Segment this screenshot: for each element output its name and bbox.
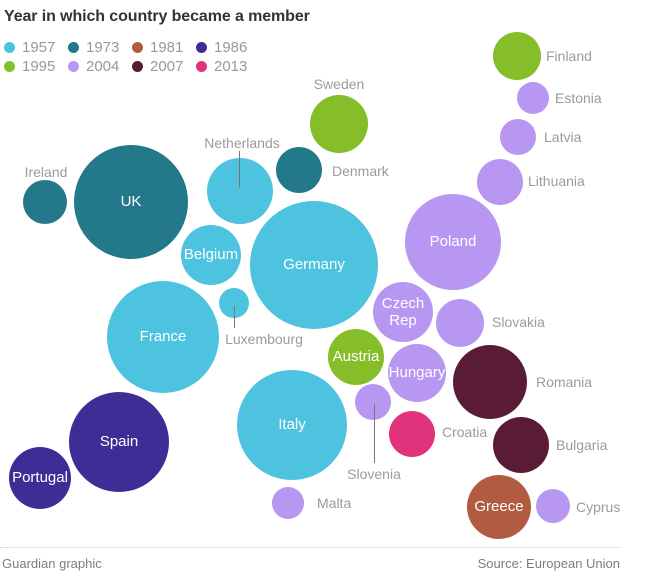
- bubble-label-spain: Spain: [99, 433, 139, 451]
- legend-item-1957: 1957: [4, 40, 68, 55]
- country-label-netherlands: Netherlands: [204, 135, 280, 151]
- bubble-greece: Greece: [467, 475, 531, 539]
- country-label-lithuania: Lithuania: [528, 173, 585, 189]
- legend-swatch-1995: [4, 61, 15, 72]
- bubble-label-belgium: Belgium: [183, 246, 239, 264]
- country-label-slovenia: Slovenia: [347, 466, 401, 482]
- bubble-label-czech-rep: Czech Rep: [381, 294, 425, 329]
- country-label-latvia: Latvia: [544, 129, 582, 145]
- bubble-denmark: [276, 147, 322, 193]
- bubble-lithuania: [477, 159, 523, 205]
- bubble-estonia: [517, 82, 549, 114]
- legend-swatch-2004: [68, 61, 79, 72]
- bubble-malta: [272, 487, 304, 519]
- legend-year-label: 1986: [214, 39, 248, 56]
- bubble-germany: Germany: [250, 201, 378, 329]
- country-label-denmark: Denmark: [332, 163, 389, 179]
- leader-line-luxembourg: [234, 306, 235, 328]
- country-label-sweden: Sweden: [313, 76, 365, 92]
- legend-year-label: 2013: [214, 58, 248, 75]
- bubble-label-germany: Germany: [283, 256, 345, 274]
- bubble-spain: Spain: [69, 392, 169, 492]
- bubble-czech-rep: Czech Rep: [373, 282, 433, 342]
- bubble-croatia: [389, 411, 435, 457]
- bubble-latvia: [500, 119, 536, 155]
- country-label-ireland: Ireland: [24, 164, 68, 180]
- bubble-netherlands: [207, 158, 273, 224]
- legend-item-2004: 2004: [68, 59, 132, 74]
- legend-swatch-2013: [196, 61, 207, 72]
- legend-year-label: 2007: [150, 58, 184, 75]
- legend-year-label: 1981: [150, 39, 184, 56]
- legend-swatch-1957: [4, 42, 15, 53]
- bubble-slovenia: [355, 384, 391, 420]
- legend-item-1986: 1986: [196, 40, 260, 55]
- country-label-estonia: Estonia: [555, 90, 602, 106]
- legend: 1957 1973 1981 1986 1995 2004 2007 2013: [4, 40, 276, 74]
- country-label-cyprus: Cyprus: [576, 499, 621, 515]
- bubble-portugal: Portugal: [9, 447, 71, 509]
- leader-line-slovenia: [374, 404, 375, 463]
- bubble-belgium: Belgium: [181, 225, 241, 285]
- legend-year-label: 1957: [22, 39, 56, 56]
- credit-text: Guardian graphic: [2, 556, 102, 571]
- bubble-hungary: Hungary: [388, 344, 446, 402]
- bubble-label-poland: Poland: [429, 233, 477, 251]
- bubble-finland: [493, 32, 541, 80]
- legend-year-label: 1995: [22, 58, 56, 75]
- bubble-ireland: [23, 180, 67, 224]
- bubble-label-greece: Greece: [474, 498, 524, 516]
- legend-item-1973: 1973: [68, 40, 132, 55]
- bubble-poland: Poland: [405, 194, 501, 290]
- bubble-label-france: France: [139, 328, 187, 346]
- legend-item-2013: 2013: [196, 59, 260, 74]
- legend-swatch-1973: [68, 42, 79, 53]
- country-label-slovakia: Slovakia: [492, 314, 545, 330]
- legend-year-label: 2004: [86, 58, 120, 75]
- bubble-label-hungary: Hungary: [388, 364, 446, 382]
- legend-swatch-1986: [196, 42, 207, 53]
- bubble-bulgaria: [493, 417, 549, 473]
- legend-swatch-2007: [132, 61, 143, 72]
- country-label-malta: Malta: [317, 495, 352, 511]
- bubble-cyprus: [536, 489, 570, 523]
- leader-line-netherlands: [239, 151, 240, 188]
- bubble-uk: UK: [74, 145, 188, 259]
- bubble-italy: Italy: [237, 370, 347, 480]
- country-label-finland: Finland: [546, 48, 592, 64]
- legend-item-2007: 2007: [132, 59, 196, 74]
- bubble-romania: [453, 345, 527, 419]
- bubble-france: France: [107, 281, 219, 393]
- bubble-sweden: [310, 95, 368, 153]
- bubble-austria: Austria: [328, 329, 384, 385]
- country-label-bulgaria: Bulgaria: [556, 437, 608, 453]
- bubble-label-uk: UK: [120, 193, 142, 211]
- legend-item-1981: 1981: [132, 40, 196, 55]
- country-label-croatia: Croatia: [442, 424, 488, 440]
- chart-title: Year in which country became a member: [4, 8, 310, 25]
- country-label-romania: Romania: [536, 374, 593, 390]
- footer-divider: [0, 547, 620, 548]
- bubble-label-italy: Italy: [278, 416, 306, 434]
- country-label-luxembourg: Luxembourg: [225, 331, 303, 347]
- legend-item-1995: 1995: [4, 59, 68, 74]
- legend-year-label: 1973: [86, 39, 120, 56]
- legend-swatch-1981: [132, 42, 143, 53]
- bubble-label-portugal: Portugal: [12, 469, 68, 487]
- bubble-slovakia: [436, 299, 484, 347]
- bubble-label-austria: Austria: [332, 348, 380, 366]
- source-text: Source: European Union: [477, 556, 620, 571]
